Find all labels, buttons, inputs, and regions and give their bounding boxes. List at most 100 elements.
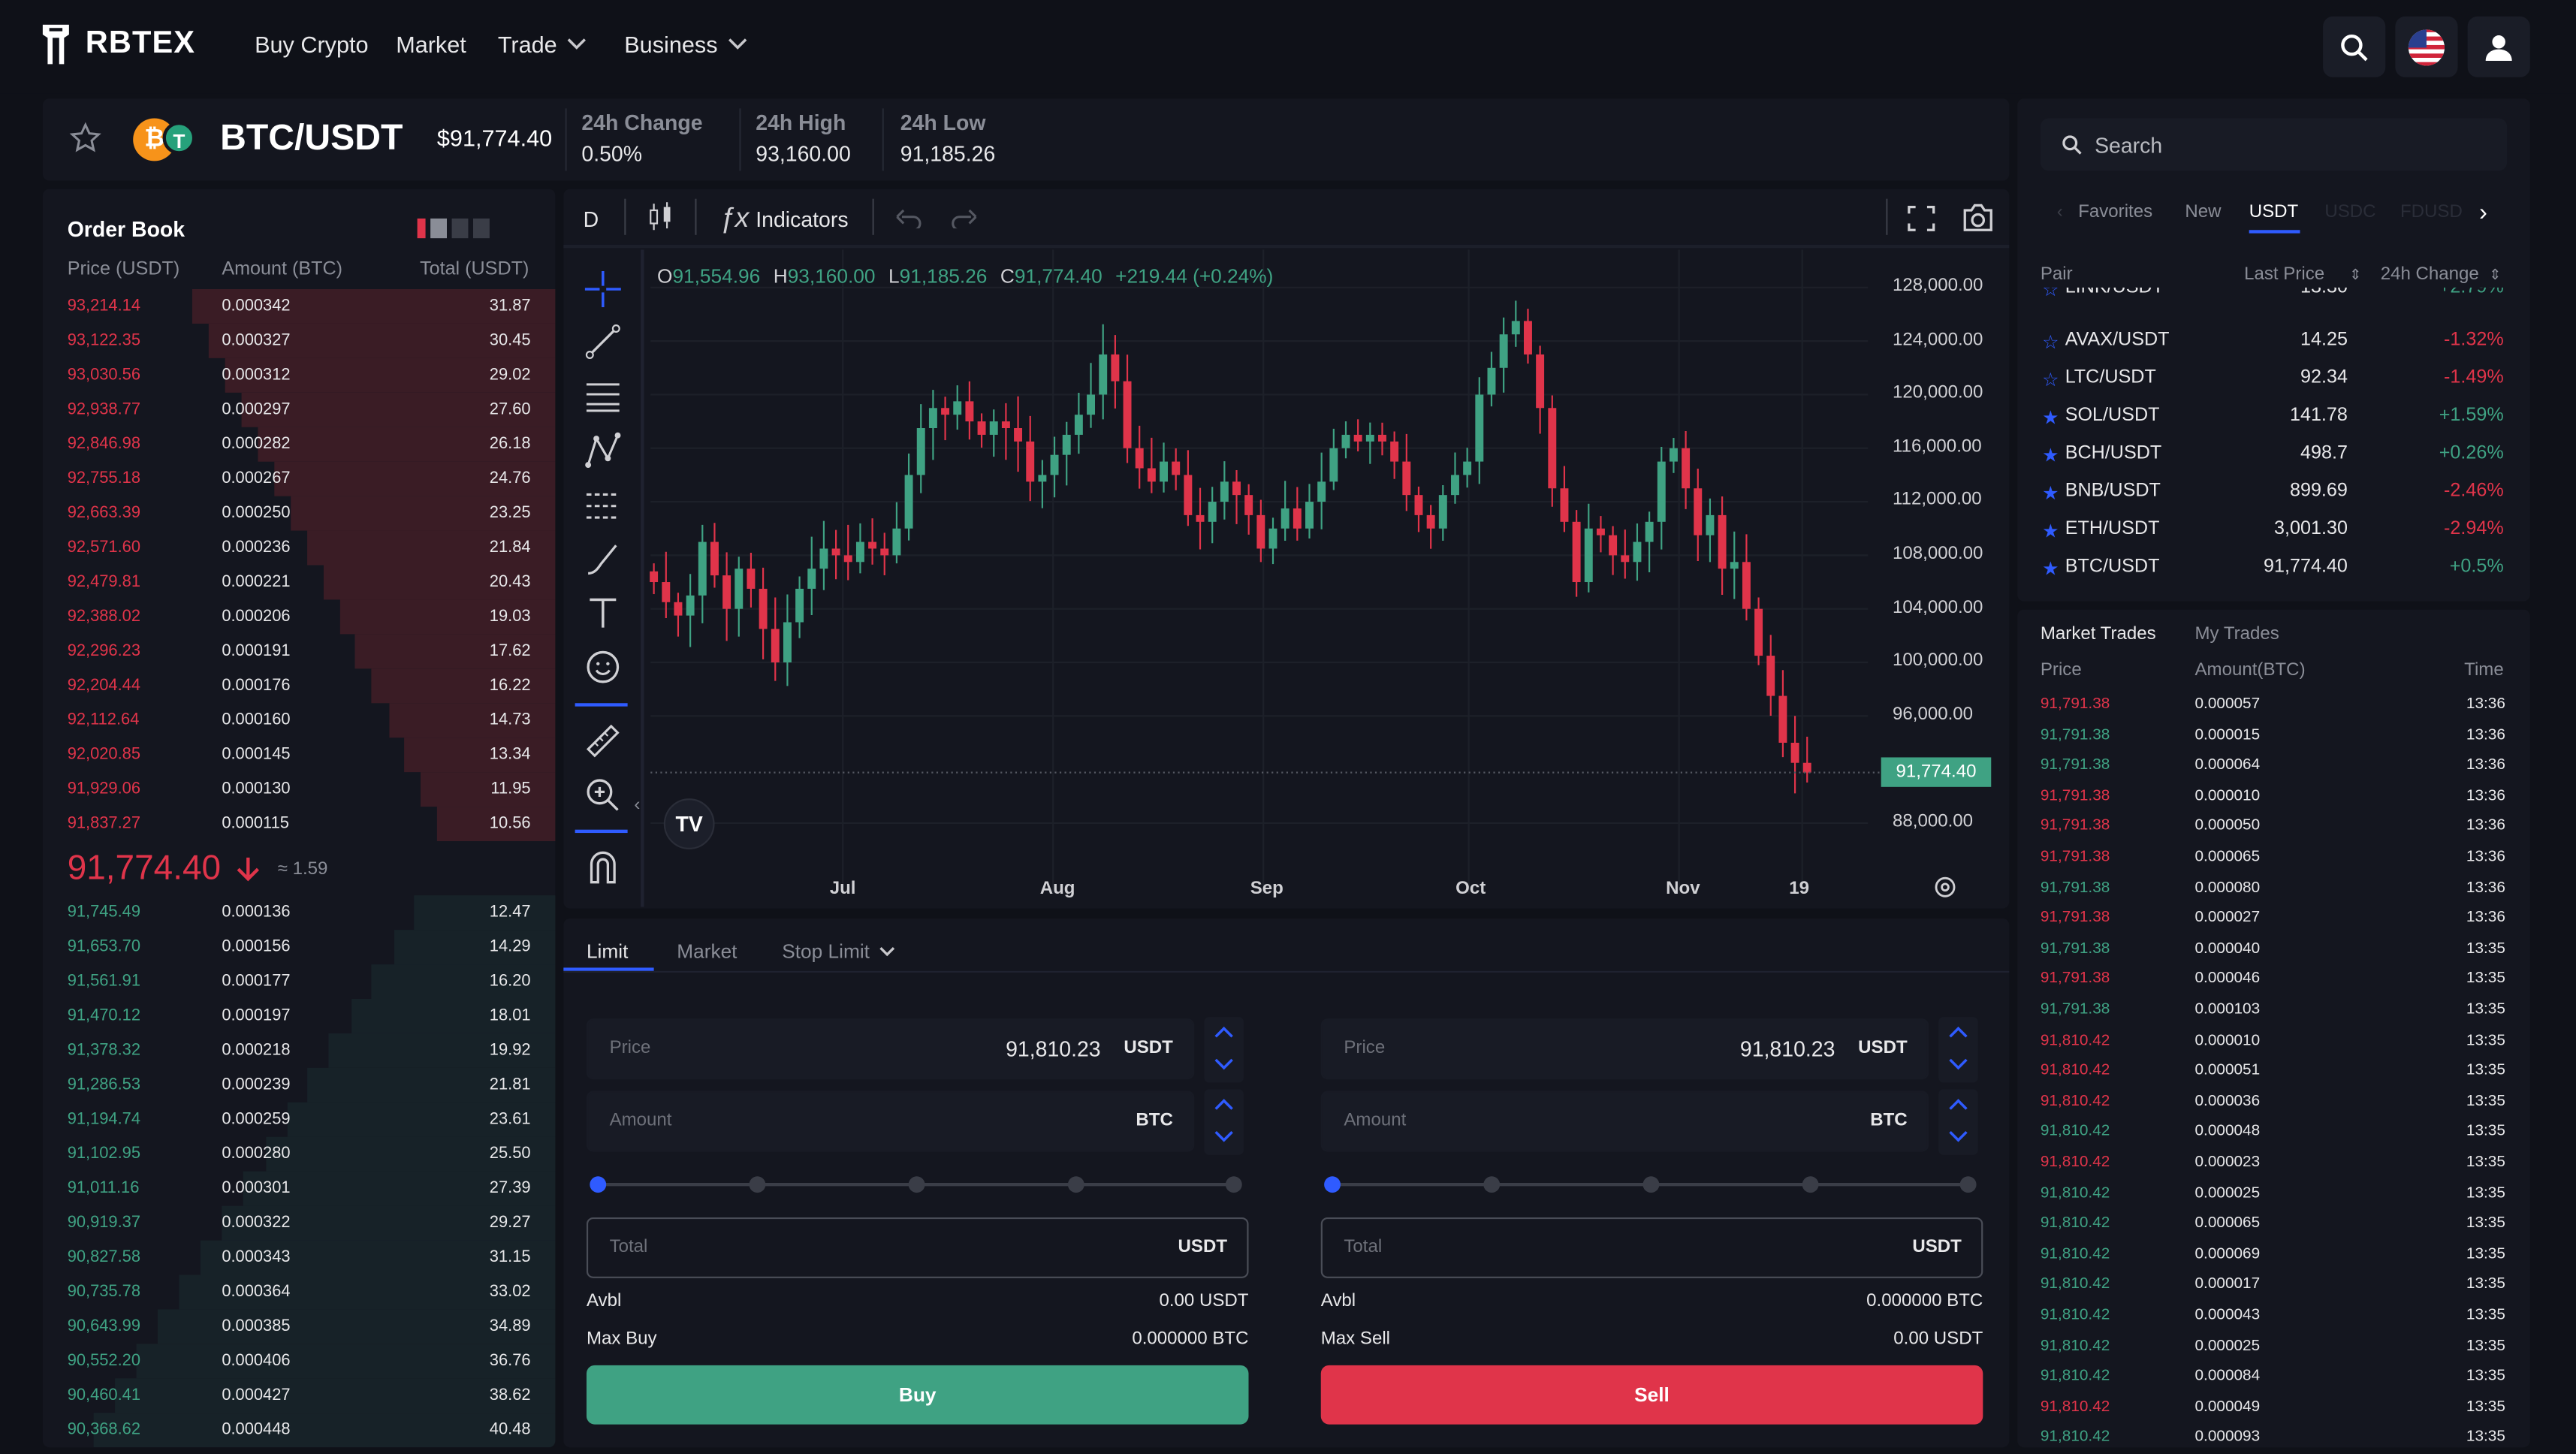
bid-row[interactable]: 90,460.41 0.000427 38.62 bbox=[43, 1378, 556, 1413]
pair-row[interactable]: ☆ LINK/USDT 13.30 +2.79% bbox=[2039, 288, 2507, 307]
slider-handle[interactable] bbox=[590, 1176, 607, 1193]
pair-header[interactable]: Pair bbox=[2040, 264, 2073, 285]
buy-price-value[interactable]: 91,810.23 bbox=[1006, 1036, 1101, 1062]
buy-price-stepper[interactable] bbox=[1204, 1017, 1244, 1083]
bid-row[interactable]: 90,919.37 0.000322 29.27 bbox=[43, 1205, 556, 1241]
buy-percent-slider[interactable] bbox=[590, 1176, 1242, 1193]
ask-row[interactable]: 91,929.06 0.000130 11.95 bbox=[43, 772, 556, 807]
pair-row[interactable]: ★ BTC/USDT 91,774.40 +0.5% bbox=[2039, 551, 2507, 588]
trend-line-icon[interactable] bbox=[585, 324, 621, 360]
star-icon[interactable]: ★ bbox=[2042, 447, 2059, 467]
buy-button[interactable]: Buy bbox=[586, 1365, 1249, 1425]
ask-row[interactable]: 91,837.27 0.000115 10.56 bbox=[43, 807, 556, 841]
star-icon[interactable]: ★ bbox=[2042, 409, 2059, 429]
chevron-up-icon[interactable] bbox=[1214, 1097, 1234, 1111]
star-icon[interactable]: ★ bbox=[2042, 560, 2059, 581]
sell-total-field[interactable]: Total USDT bbox=[1320, 1217, 1983, 1278]
pair-row[interactable]: ☆ AVAX/USDT 14.25 -1.32% bbox=[2039, 324, 2507, 361]
tab-usdt[interactable]: USDT bbox=[2249, 202, 2299, 222]
bid-row[interactable]: 91,194.74 0.000259 23.61 bbox=[43, 1102, 556, 1137]
chart-settings-icon[interactable] bbox=[1934, 876, 1957, 899]
star-icon[interactable]: ☆ bbox=[2042, 371, 2059, 391]
bid-row[interactable]: 91,470.12 0.000197 18.01 bbox=[43, 999, 556, 1033]
bid-row[interactable]: 91,745.49 0.000136 12.47 bbox=[43, 895, 556, 931]
buy-total-field[interactable]: Total USDT bbox=[586, 1217, 1249, 1278]
ask-row[interactable]: 92,296.23 0.000191 17.62 bbox=[43, 634, 556, 669]
sell-amount-field[interactable]: Amount BTC bbox=[1320, 1090, 1929, 1152]
chevron-down-icon[interactable] bbox=[1948, 1058, 1968, 1072]
projection-icon[interactable] bbox=[585, 487, 621, 523]
bid-row[interactable]: 90,735.78 0.000364 33.02 bbox=[43, 1275, 556, 1310]
ask-row[interactable]: 93,122.35 0.000327 30.45 bbox=[43, 323, 556, 358]
slider-step[interactable] bbox=[1225, 1176, 1242, 1193]
change-header[interactable]: 24h Change bbox=[2380, 264, 2479, 285]
ask-row[interactable]: 93,214.14 0.000342 31.87 bbox=[43, 289, 556, 324]
ask-row[interactable]: 92,204.44 0.000176 16.22 bbox=[43, 668, 556, 704]
sell-price-stepper[interactable] bbox=[1938, 1017, 1978, 1083]
camera-icon[interactable] bbox=[1962, 204, 1995, 231]
bid-row[interactable]: 91,011.16 0.000301 27.39 bbox=[43, 1171, 556, 1206]
nav-business[interactable]: Business bbox=[624, 32, 747, 58]
chevron-up-icon[interactable] bbox=[1948, 1025, 1968, 1039]
pair-row[interactable]: ★ BCH/USDT 498.7 +0.26% bbox=[2039, 437, 2507, 475]
magnet-icon[interactable] bbox=[585, 849, 621, 885]
bid-row[interactable]: 90,368.62 0.000448 40.48 bbox=[43, 1413, 556, 1448]
tab-usdc[interactable]: USDC bbox=[2324, 202, 2376, 222]
slider-step[interactable] bbox=[1642, 1176, 1660, 1193]
interval-button[interactable]: D bbox=[583, 207, 599, 232]
collapse-toolbar-icon[interactable]: ‹ bbox=[634, 795, 641, 815]
brush-icon[interactable] bbox=[585, 541, 621, 577]
view-asks-icon[interactable] bbox=[473, 218, 490, 239]
ask-row[interactable]: 93,030.56 0.000312 29.02 bbox=[43, 357, 556, 393]
buy-amount-field[interactable]: Amount BTC bbox=[586, 1090, 1195, 1152]
market-search-input[interactable]: Search bbox=[2040, 118, 2508, 171]
nav-buy-crypto[interactable]: Buy Crypto bbox=[255, 32, 368, 58]
pattern-icon[interactable] bbox=[585, 432, 621, 468]
tab-stop-limit[interactable]: Stop Limit bbox=[782, 940, 896, 963]
tab-market-trades[interactable]: Market Trades bbox=[2040, 624, 2156, 644]
tab-fdusd[interactable]: FDUSD bbox=[2400, 202, 2463, 222]
tab-new[interactable]: New bbox=[2185, 202, 2222, 222]
sell-price-value[interactable]: 91,810.23 bbox=[1739, 1036, 1835, 1062]
view-both-icon[interactable] bbox=[417, 218, 426, 239]
ask-row[interactable]: 92,020.85 0.000145 13.34 bbox=[43, 738, 556, 773]
bid-row[interactable]: 91,378.32 0.000218 19.92 bbox=[43, 1033, 556, 1068]
sell-button[interactable]: Sell bbox=[1320, 1365, 1983, 1425]
ask-row[interactable]: 92,846.98 0.000282 26.18 bbox=[43, 427, 556, 462]
bid-row[interactable]: 91,102.95 0.000280 25.50 bbox=[43, 1136, 556, 1172]
tradingview-logo[interactable]: TV bbox=[663, 798, 715, 849]
bid-row[interactable]: 91,653.70 0.000156 14.29 bbox=[43, 930, 556, 965]
ask-row[interactable]: 92,112.64 0.000160 14.73 bbox=[43, 703, 556, 738]
star-icon[interactable]: ☆ bbox=[2042, 333, 2059, 354]
chevron-down-icon[interactable] bbox=[1948, 1130, 1968, 1144]
star-icon[interactable]: ★ bbox=[2042, 484, 2059, 505]
tab-market[interactable]: Market bbox=[677, 940, 738, 963]
chevron-up-icon[interactable] bbox=[1214, 1025, 1234, 1039]
slider-handle[interactable] bbox=[1324, 1176, 1341, 1193]
bid-row[interactable]: 90,552.20 0.000406 36.76 bbox=[43, 1344, 556, 1379]
text-tool-icon[interactable] bbox=[585, 595, 621, 631]
search-button[interactable] bbox=[2323, 16, 2386, 77]
order-book-view-toggle[interactable] bbox=[417, 218, 490, 239]
language-button[interactable] bbox=[2395, 16, 2458, 77]
slider-step[interactable] bbox=[908, 1176, 925, 1193]
ask-row[interactable]: 92,479.81 0.000221 20.43 bbox=[43, 565, 556, 600]
buy-amount-stepper[interactable] bbox=[1204, 1089, 1244, 1155]
sell-percent-slider[interactable] bbox=[1324, 1176, 1977, 1193]
slider-step[interactable] bbox=[1802, 1176, 1819, 1193]
star-icon[interactable] bbox=[69, 122, 102, 155]
nav-market[interactable]: Market bbox=[396, 32, 466, 58]
bid-row[interactable]: 90,827.58 0.000343 31.15 bbox=[43, 1240, 556, 1275]
bid-row[interactable]: 90,643.99 0.000385 34.89 bbox=[43, 1309, 556, 1344]
buy-price-field[interactable]: Price 91,810.23 USDT bbox=[586, 1018, 1195, 1080]
emoji-icon[interactable] bbox=[585, 649, 621, 685]
crosshair-icon[interactable] bbox=[584, 270, 621, 308]
slider-step[interactable] bbox=[1067, 1176, 1084, 1193]
ask-row[interactable]: 92,388.02 0.000206 19.03 bbox=[43, 599, 556, 635]
bid-row[interactable]: 91,286.53 0.000239 21.81 bbox=[43, 1067, 556, 1103]
account-button[interactable] bbox=[2467, 16, 2530, 77]
ruler-icon[interactable] bbox=[585, 723, 621, 759]
tabs-scroll-left[interactable]: ‹ bbox=[2056, 202, 2063, 222]
star-icon[interactable]: ★ bbox=[2042, 522, 2059, 542]
pair-row[interactable]: ★ BNB/USDT 899.69 -2.46% bbox=[2039, 475, 2507, 512]
